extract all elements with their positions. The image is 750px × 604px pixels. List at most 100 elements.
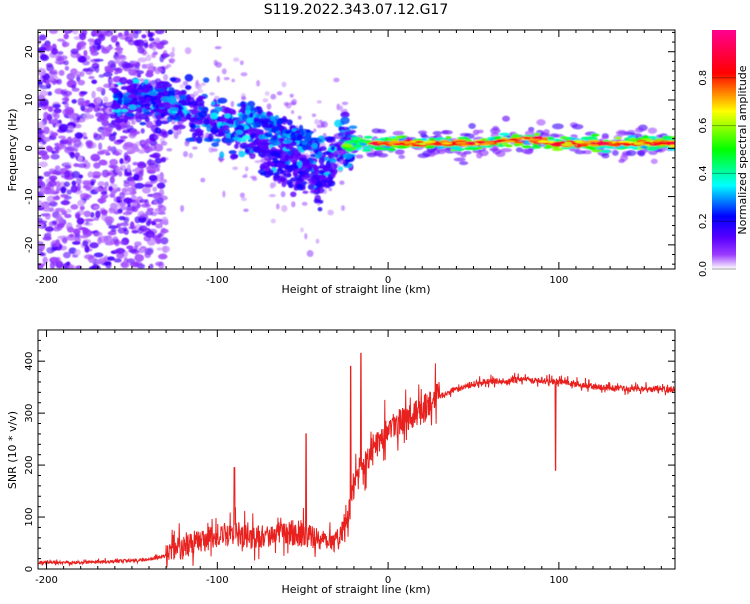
spectral-blob [338,126,350,131]
colorbar: 0.0 0.2 0.4 0.6 0.8 Normalized spectral ampl… [698,30,749,277]
spectral-blob [475,141,484,144]
spectral-blob [108,78,114,84]
spectral-blob [155,88,166,93]
spectral-blob [59,139,69,145]
spectral-blob [38,243,45,251]
spectral-blob [590,133,600,137]
spectral-blob [119,135,128,140]
spectrogram-frame [37,29,676,270]
spectral-blob [457,136,469,140]
spectral-blob [145,96,151,101]
spectral-blob [289,93,294,98]
spectral-blob [110,228,117,233]
spectral-blob [289,101,297,106]
spectral-blob [476,152,483,159]
spectral-blob [91,79,98,85]
spectral-blob [290,177,298,182]
spectral-blob [423,140,436,143]
spectral-blob [83,222,93,227]
spectral-blob [242,114,248,121]
spectral-blob [441,142,453,145]
spectral-blob [71,99,77,104]
spectral-blob [507,138,518,141]
spectral-blob [314,119,320,125]
spectral-blob [104,241,114,246]
spectral-blob [155,114,162,120]
spectral-blob [668,144,675,148]
spectral-blob [131,229,139,234]
spectral-blob [55,195,60,201]
spectral-blob [123,172,133,177]
snr-plot-area [38,330,675,569]
spectral-blob [156,247,162,251]
spectral-blob [138,113,149,120]
snr-y-tick-label: 300 [24,404,35,423]
spectral-amplitude-blobs [38,30,675,269]
spectral-blob [170,57,175,64]
spectral-blob [169,107,179,112]
spectral-blob [303,159,310,165]
spectral-blob [154,127,162,134]
spectral-blob [38,161,48,168]
spectral-blob [157,232,163,238]
spectral-blob [245,166,249,172]
spectral-blob [116,44,122,53]
spectral-blob [322,166,329,171]
spectral-blob [142,183,153,188]
spectral-blob [259,144,268,150]
spectral-blob [76,217,85,225]
spectral-blob [82,240,89,247]
snr-y-tick-label: 200 [24,456,35,475]
snr-x-tick-label: 0 [385,575,391,586]
spectral-blob [198,110,208,119]
spectral-blob [580,144,589,147]
spectral-blob [276,91,283,96]
spectral-blob [249,175,257,179]
spectral-blob [270,218,276,224]
spectral-blob [64,170,71,179]
spectral-blob [87,106,94,112]
spectral-blob [54,88,64,95]
spectral-blob [252,146,257,152]
spectral-blob [284,139,292,144]
spectral-blob [240,72,248,77]
spectral-blob [284,154,290,162]
spectral-blob [500,148,512,153]
spectral-blob [264,91,270,96]
spectral-blob [150,97,158,102]
spectral-blob [134,241,142,247]
spectral-blob [128,104,137,110]
spectral-blob [297,170,304,175]
spectral-blob [513,142,525,146]
spectral-blob [90,50,99,56]
spectral-blob [152,51,158,56]
spectral-blob [38,80,43,85]
spectral-blob [612,149,619,156]
spectral-blob [155,223,163,229]
snr-y-axis-label: SNR (10 * v/v) [6,411,19,489]
spectral-blob [120,205,128,211]
spectral-blob [38,175,44,180]
spectral-blob [120,109,129,113]
spectral-blob [152,186,158,192]
spectral-blob [189,122,196,130]
spectral-blob [192,146,198,150]
spectral-blob [271,127,277,133]
spectral-blob [333,77,340,83]
spectral-blob [311,178,318,184]
spectral-blob [50,153,60,160]
spectral-blob [83,210,91,218]
spectral-blob [611,144,621,147]
spectral-blob [188,152,193,159]
spectral-blob [87,66,97,72]
spectral-blob [176,115,182,122]
spectral-blob [142,111,152,115]
spectral-blob [590,144,599,147]
spectral-blob [278,177,287,182]
spectral-blob [579,142,592,145]
spectral-blob [214,106,223,112]
spectral-blob [289,141,298,147]
spectral-blob [468,123,476,129]
